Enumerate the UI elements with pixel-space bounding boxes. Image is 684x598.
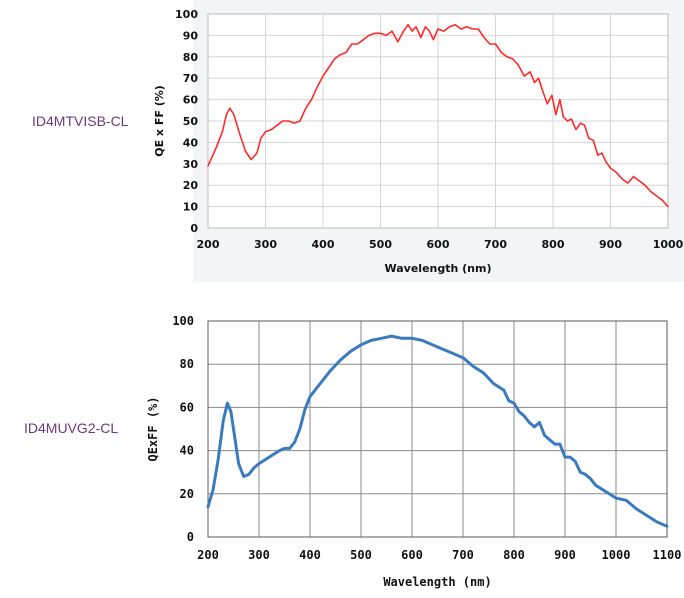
chart1-xtick-label-4: 600 [427,238,450,251]
chart1-xtick-label-0: 200 [197,238,220,251]
chart2-frame [207,320,668,538]
chart2-xtick-label-2: 400 [299,548,321,562]
chart1-xtick-label-3: 500 [369,238,392,251]
chart1-ytick-label-5: 50 [183,115,199,128]
chart2-model-label: ID4MUVG2-CL [24,420,119,436]
chart1-ytick-label-3: 30 [183,158,199,171]
chart2-ytick-label-3: 60 [180,400,194,414]
chart2-ytick-label-1: 20 [180,487,194,501]
chart2-ytick-label-4: 80 [180,357,194,371]
chart1-ytick-label-2: 20 [183,179,199,192]
chart1-ytick-label-6: 60 [183,94,199,107]
chart2-plot-area [208,321,667,537]
chart1-series-line-0 [207,23,669,208]
chart1-xtick-label-7: 900 [599,238,622,251]
chart2-ytick-label-5: 100 [172,314,194,328]
chart1-xtick-label-1: 300 [254,238,277,251]
chart2-series-line-0 [206,334,669,528]
chart1-ytick-label-4: 40 [183,136,199,149]
chart1-ytick-label-9: 90 [183,29,199,42]
chart2-x-axis-title: Wavelength (nm) [383,575,491,589]
chart1-xtick-label-8: 1000 [653,238,684,251]
chart2-ytick-label-0: 0 [187,530,194,544]
chart2-xtick-label-1: 300 [248,548,270,562]
chart1-qe-red: 200 300 400 500 600 700 800 900 1000 0 10 20 30 40 50 6… [153,8,684,275]
chart2-xtick-label-5: 700 [452,548,474,562]
chart1-frame [207,13,669,229]
chart1-ytick-label-7: 70 [183,72,199,85]
chart2-y-axis-title: QExFF (%) [146,396,160,461]
chart2-xtick-label-6: 800 [503,548,525,562]
chart1-ytick-label-10: 100 [175,8,198,21]
chart1-xtick-label-5: 700 [484,238,507,251]
chart1-xtick-label-2: 400 [312,238,335,251]
chart1-x-axis-title: Wavelength (nm) [385,262,492,275]
chart2-xtick-label-8: 1000 [602,548,631,562]
chart2-xtick-label-3: 500 [350,548,372,562]
chart2-xtick-label-7: 900 [554,548,576,562]
chart2-qe-blue: 200 300 400 500 600 700 800 900 1000 1100 0 20 40 60 8… [146,314,681,589]
chart2-xtick-label-9: 1100 [653,548,682,562]
chart1-y-axis-title: QE x FF (%) [153,85,166,157]
chart2-xtick-label-4: 600 [401,548,423,562]
chart1-model-label: ID4MTVISB-CL [32,113,129,129]
chart1-xtick-label-6: 800 [542,238,565,251]
chart1-ytick-label-8: 80 [183,51,199,64]
chart1-ytick-label-0: 0 [190,222,198,235]
chart2-ytick-label-2: 40 [180,444,194,458]
chart1-ytick-label-1: 10 [183,201,199,214]
chart2-xtick-label-0: 200 [197,548,219,562]
